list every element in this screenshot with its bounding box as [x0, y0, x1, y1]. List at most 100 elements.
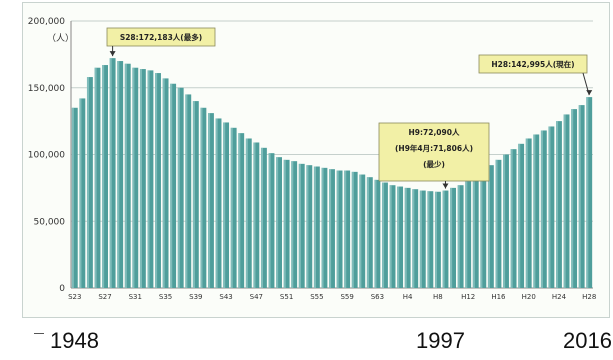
bar-highlight: [253, 142, 256, 288]
bar-highlight: [571, 109, 574, 288]
bar-highlight: [556, 121, 559, 288]
bar: [533, 134, 540, 288]
bar: [155, 73, 161, 288]
bar: [374, 179, 381, 288]
bar-highlight: [412, 189, 415, 288]
bar: [480, 170, 487, 288]
bar: [291, 161, 298, 288]
x-tick-labels: S23 S27 S31 S35 S39 S43 S47 S51 S55 S59 S63 H4 H8 H12…: [68, 293, 596, 301]
bar: [518, 143, 525, 288]
bar: [548, 126, 555, 288]
bar: [124, 63, 131, 288]
x-tick-label: S47: [250, 293, 263, 301]
bar-highlight: [450, 187, 453, 288]
bar-highlight: [185, 94, 188, 288]
bar: [359, 174, 366, 288]
bar: [525, 138, 532, 288]
bar-highlight: [465, 181, 468, 288]
callout-current-box: [478, 54, 588, 74]
x-tick-label: H8: [433, 293, 443, 301]
x-tick-label: S23: [68, 293, 81, 301]
bar-highlight: [533, 134, 536, 288]
x-tick-label: S35: [159, 293, 172, 301]
bar: [147, 70, 154, 289]
bar: [503, 154, 509, 288]
bar-highlight: [525, 138, 528, 288]
bar-highlight: [397, 186, 400, 288]
bar-highlight: [124, 63, 127, 288]
bar-highlight: [313, 166, 316, 288]
x-tick-label: S63: [371, 293, 384, 301]
bar-highlight: [192, 101, 195, 288]
bar: [427, 191, 434, 288]
year-label-start: 1948: [50, 328, 99, 353]
bar-highlight: [586, 97, 589, 288]
bar: [563, 114, 570, 288]
bar: [344, 170, 351, 288]
bar-highlight: [503, 154, 506, 288]
bar: [162, 78, 169, 288]
bar-highlight: [434, 191, 438, 288]
bar: [177, 87, 184, 288]
bar: [313, 166, 320, 288]
bar: [200, 107, 207, 289]
bar: [139, 69, 146, 288]
bar-highlight: [404, 187, 407, 288]
bar: [268, 153, 275, 288]
bar: [540, 130, 547, 288]
bar-highlight: [329, 169, 332, 288]
bar-highlight: [472, 175, 475, 288]
callout-current-arrowhead: [586, 90, 593, 96]
bar: [306, 165, 313, 288]
x-tick-label: H24: [552, 293, 567, 301]
year-label-end: 2016: [563, 328, 612, 353]
bar-highlight: [238, 133, 241, 288]
bar-highlight: [382, 182, 385, 288]
bar: [238, 133, 245, 288]
x-tick-label: S51: [280, 293, 293, 301]
y-tick-label: 0: [59, 284, 65, 294]
bar-highlight: [442, 190, 445, 288]
bar-highlight: [548, 126, 551, 288]
bar-highlight: [374, 179, 377, 288]
y-tick-labels: 0 50,000 100,000 150,000 200,000: [28, 17, 65, 294]
bar-highlight: [200, 107, 203, 289]
bar-highlight: [139, 69, 142, 288]
bar-highlight: [578, 105, 581, 288]
bar: [404, 187, 411, 288]
bar-highlight: [291, 161, 294, 288]
callout-min-arrowhead: [442, 183, 449, 189]
x-tick-label: S43: [219, 293, 232, 301]
callouts: S28:172,183人(最多) H9:72,090人 (H9年4月:71,806人…: [106, 27, 593, 189]
bar-highlight: [321, 167, 324, 288]
bars: [71, 58, 593, 289]
bar: [442, 190, 449, 288]
bar: [450, 187, 456, 288]
bar: [208, 113, 214, 289]
callout-min-text: H9:72,090人: [409, 128, 460, 137]
bar: [215, 118, 222, 288]
bar-highlight: [344, 170, 347, 288]
bar: [495, 159, 502, 288]
bar-highlight: [147, 70, 150, 289]
bar-highlight: [298, 163, 301, 288]
bar: [298, 163, 305, 288]
x-tick-label: S39: [189, 293, 202, 301]
callout-max-box: [106, 27, 216, 47]
bar: [260, 147, 267, 288]
bar-highlight: [336, 170, 339, 288]
bar: [389, 185, 396, 288]
callout-current-text: H28:142,995人(現在): [491, 59, 574, 69]
bar-highlight: [518, 143, 521, 288]
bar-highlight: [359, 174, 362, 288]
x-tick-label: S55: [310, 293, 323, 301]
bar-highlight: [162, 78, 165, 288]
bar-highlight: [457, 185, 460, 288]
bar-highlight: [109, 58, 112, 288]
y-tick-label: 50,000: [34, 217, 66, 227]
bar: [412, 189, 419, 288]
bar-highlight: [480, 170, 483, 288]
bar-highlight: [177, 87, 180, 288]
bar-highlight: [102, 65, 105, 289]
